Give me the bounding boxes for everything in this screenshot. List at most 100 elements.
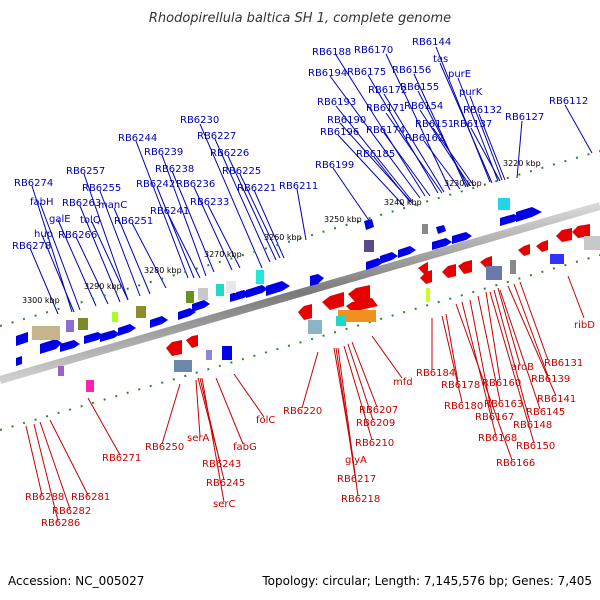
kbp-tick: 3220 kbp xyxy=(503,159,541,168)
gene-label: hup xyxy=(34,229,53,240)
gene-label: RB6180 xyxy=(444,401,483,412)
gene-label: RB6282 xyxy=(52,506,91,517)
gene-label: RB6184 xyxy=(416,368,455,379)
colored-gene-blocks xyxy=(32,198,600,392)
gene-label: RB6255 xyxy=(82,183,121,194)
gene-label: RB6263 xyxy=(62,198,101,209)
gene-label: tolQ xyxy=(80,215,101,226)
kbp-tick: 3240 kbp xyxy=(384,198,422,207)
gene-label: RB6266 xyxy=(58,230,97,241)
gene-label: RB6172 xyxy=(368,85,407,96)
gene-label: RB6190 xyxy=(327,115,366,126)
gene-label: RB6145 xyxy=(526,407,565,418)
gene-label: RB6209 xyxy=(356,418,395,429)
gene-label: RB6225 xyxy=(222,166,261,177)
gene-label: RB6137 xyxy=(453,119,492,130)
gene-label: RB6170 xyxy=(354,45,393,56)
gene-label: RB6210 xyxy=(355,438,394,449)
gene-label: RB6238 xyxy=(155,164,194,175)
topology-label: Topology: circular; Length: 7,145,576 bp… xyxy=(262,574,592,588)
gene-label: RB6218 xyxy=(341,494,380,505)
gene-label: RB6155 xyxy=(400,82,439,93)
gene-label: serA xyxy=(187,433,209,444)
bottom-gene-labels: ribD RB6131 RB6184 mfd aroB RB6139 RB617… xyxy=(25,320,595,529)
gene-label: fabH xyxy=(30,197,54,208)
gene-label: RB6139 xyxy=(531,374,570,385)
gene-label: RB6227 xyxy=(197,131,236,142)
gene-label: RB6250 xyxy=(145,442,184,453)
gene-label: RB6174 xyxy=(366,125,405,136)
gene-label: RB6274 xyxy=(14,178,53,189)
gene-label: purK xyxy=(459,87,483,98)
gene-label: aroB xyxy=(511,362,534,373)
map-title: Rhodopirellula baltica SH 1, complete ge… xyxy=(149,11,451,26)
gene-label: RB6156 xyxy=(392,65,431,76)
gene-label: RB6150 xyxy=(516,441,555,452)
gene-label: RB6257 xyxy=(66,166,105,177)
gene-label: RB6167 xyxy=(475,412,514,423)
gene-label: RB6245 xyxy=(206,478,245,489)
gene-label: RB6230 xyxy=(180,115,219,126)
bottom-leader-lines xyxy=(25,275,585,522)
gene-label: RB6286 xyxy=(41,518,80,529)
gene-label: RB6141 xyxy=(537,394,576,405)
gene-label: RB6242 xyxy=(136,179,175,190)
genome-backbone xyxy=(0,202,600,384)
gene-label: RB6194 xyxy=(308,68,347,79)
gene-label: RB6127 xyxy=(505,112,544,123)
gene-label: RB6217 xyxy=(337,474,376,485)
gene-label: RB6244 xyxy=(118,133,157,144)
gene-label: purE xyxy=(448,69,471,80)
gene-label: RB6221 xyxy=(237,183,276,194)
gene-label: RB6281 xyxy=(71,492,110,503)
reverse-genes xyxy=(166,224,590,356)
gene-label: RB6163 xyxy=(484,399,523,410)
gene-label: RB6166 xyxy=(496,458,535,469)
gene-label: RB6196 xyxy=(320,127,359,138)
gene-label: RB6112 xyxy=(549,96,588,107)
gene-label: tas xyxy=(433,54,448,65)
gene-label: RB6148 xyxy=(513,420,552,431)
gene-label: RB6171 xyxy=(366,103,405,114)
gene-label: RB6239 xyxy=(144,147,183,158)
gene-label: RB6178 xyxy=(441,380,480,391)
top-gene-labels: RB6144 RB6170 RB6188 tas RB6156 RB6175 R… xyxy=(12,37,588,252)
gene-label: galE xyxy=(49,214,71,225)
gene-label: RB6162 xyxy=(405,133,444,144)
accession-label: Accession: NC_005027 xyxy=(8,574,145,588)
gene-label: RB6131 xyxy=(544,358,583,369)
gene-label: RB6288 xyxy=(25,492,64,503)
gene-label: RB6193 xyxy=(317,97,356,108)
gene-label: folC xyxy=(256,415,275,426)
gene-label: RB6241 xyxy=(150,206,189,217)
kbp-tick: 3260 kbp xyxy=(264,233,302,242)
gene-label: RB6236 xyxy=(176,179,215,190)
kbp-ticks: 3220 kbp 3230 kbp 3240 kbp 3250 kbp 3260… xyxy=(22,159,541,305)
gene-label: ribD xyxy=(574,320,595,331)
kbp-tick: 3280 kbp xyxy=(144,266,182,275)
dashed-tracks xyxy=(0,150,600,431)
gene-label: glyA xyxy=(345,455,367,466)
gene-label: mfd xyxy=(393,377,413,388)
gene-label: RB6154 xyxy=(404,101,443,112)
gene-label: RB6175 xyxy=(347,67,386,78)
kbp-tick: 3290 kbp xyxy=(84,282,122,291)
gene-label: RB6160 xyxy=(482,378,521,389)
gene-label: serC xyxy=(213,499,235,510)
gene-label: RB6226 xyxy=(210,148,249,159)
gene-label: RB6278 xyxy=(12,241,51,252)
gene-label: RB6199 xyxy=(315,160,354,171)
gene-label: RB6168 xyxy=(478,433,517,444)
gene-label: RB6151 xyxy=(415,119,454,130)
gene-label: RB6243 xyxy=(202,459,241,470)
gene-label: RB6188 xyxy=(312,47,351,58)
gene-label: RB6185 xyxy=(356,149,395,160)
kbp-tick: 3270 kbp xyxy=(204,250,242,259)
gene-label: RB6233 xyxy=(190,197,229,208)
gene-label: RB6251 xyxy=(114,216,153,227)
kbp-tick: 3300 kbp xyxy=(22,296,60,305)
gene-label: RB6220 xyxy=(283,406,322,417)
gene-label: manC xyxy=(98,200,127,211)
gene-label: RB6211 xyxy=(279,181,318,192)
